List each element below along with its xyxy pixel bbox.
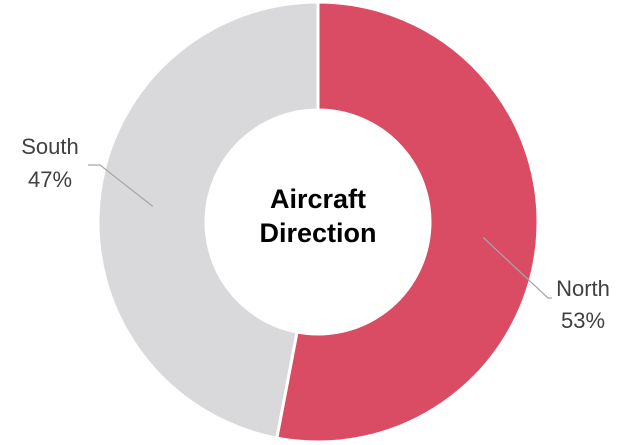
leader-line xyxy=(482,237,552,299)
slice-label: North xyxy=(556,276,610,301)
slice-label: South xyxy=(21,134,79,159)
slice xyxy=(96,0,320,440)
slice-value-label: 53% xyxy=(561,308,605,333)
leader-line xyxy=(88,164,154,207)
slice xyxy=(275,0,540,444)
chart-title: Aircraft Direction xyxy=(259,184,377,248)
slice-value-label: 47% xyxy=(28,167,72,192)
